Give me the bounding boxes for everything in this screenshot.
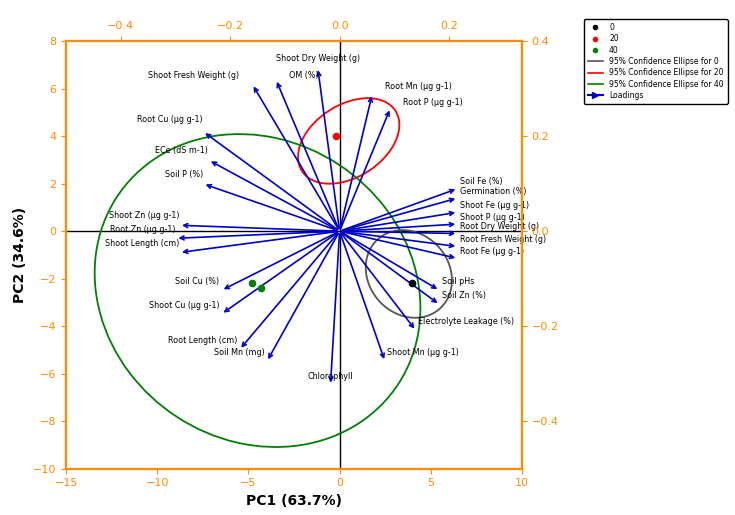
Text: Shoot Dry Weight (g): Shoot Dry Weight (g) xyxy=(276,54,359,63)
Point xyxy=(330,132,342,140)
Text: Root Zn (µg g-1): Root Zn (µg g-1) xyxy=(110,225,176,234)
Point xyxy=(406,279,418,287)
Text: Root Dry Weight (g): Root Dry Weight (g) xyxy=(460,222,539,231)
Text: Soil pHs: Soil pHs xyxy=(442,277,474,286)
Text: Root Length (cm): Root Length (cm) xyxy=(168,336,237,345)
Text: Root Mn (µg g-1): Root Mn (µg g-1) xyxy=(385,82,452,91)
Text: Shoot Cu (µg g-1): Shoot Cu (µg g-1) xyxy=(148,301,219,310)
Text: Soil Mn (mg): Soil Mn (mg) xyxy=(214,348,265,357)
Text: Germination (%): Germination (%) xyxy=(460,186,526,196)
Text: Soil Fe (%): Soil Fe (%) xyxy=(460,177,503,186)
Text: Root P (µg g-1): Root P (µg g-1) xyxy=(404,98,463,108)
Text: Shoot Mn (µg g-1): Shoot Mn (µg g-1) xyxy=(387,348,459,357)
Text: Electrolyte Leakage (%): Electrolyte Leakage (%) xyxy=(418,317,514,326)
Text: Shoot P (µg g-1): Shoot P (µg g-1) xyxy=(460,213,525,221)
Text: Shoot Zn (µg g-1): Shoot Zn (µg g-1) xyxy=(109,212,179,220)
X-axis label: PC1 (63.7%): PC1 (63.7%) xyxy=(246,494,342,508)
Text: Soil Cu (%): Soil Cu (%) xyxy=(175,277,219,286)
Text: ECe (dS m-1): ECe (dS m-1) xyxy=(156,146,208,155)
Text: Chlorophyll: Chlorophyll xyxy=(308,372,354,381)
Y-axis label: PC2 (34.6%): PC2 (34.6%) xyxy=(13,207,27,303)
Text: Shoot Fresh Weight (g): Shoot Fresh Weight (g) xyxy=(148,71,240,80)
Text: OM (%): OM (%) xyxy=(289,71,318,80)
Legend: 0, 20, 40, 95% Confidence Ellipse for 0, 95% Confidence Ellipse for 20, 95% Conf: 0, 20, 40, 95% Confidence Ellipse for 0,… xyxy=(584,19,728,104)
Text: Soil Zn (%): Soil Zn (%) xyxy=(442,291,486,300)
Point xyxy=(246,279,258,287)
Text: Shoot Fe (µg g-1): Shoot Fe (µg g-1) xyxy=(460,201,529,210)
Text: Shoot Length (cm): Shoot Length (cm) xyxy=(105,239,179,248)
Point xyxy=(255,284,267,293)
Text: Soil P (%): Soil P (%) xyxy=(165,170,203,179)
Text: Root Fe (µg g-1): Root Fe (µg g-1) xyxy=(460,247,524,256)
Text: Root Cu (µg g-1): Root Cu (µg g-1) xyxy=(137,115,203,124)
Text: Root Fresh Weight (g): Root Fresh Weight (g) xyxy=(460,235,546,244)
